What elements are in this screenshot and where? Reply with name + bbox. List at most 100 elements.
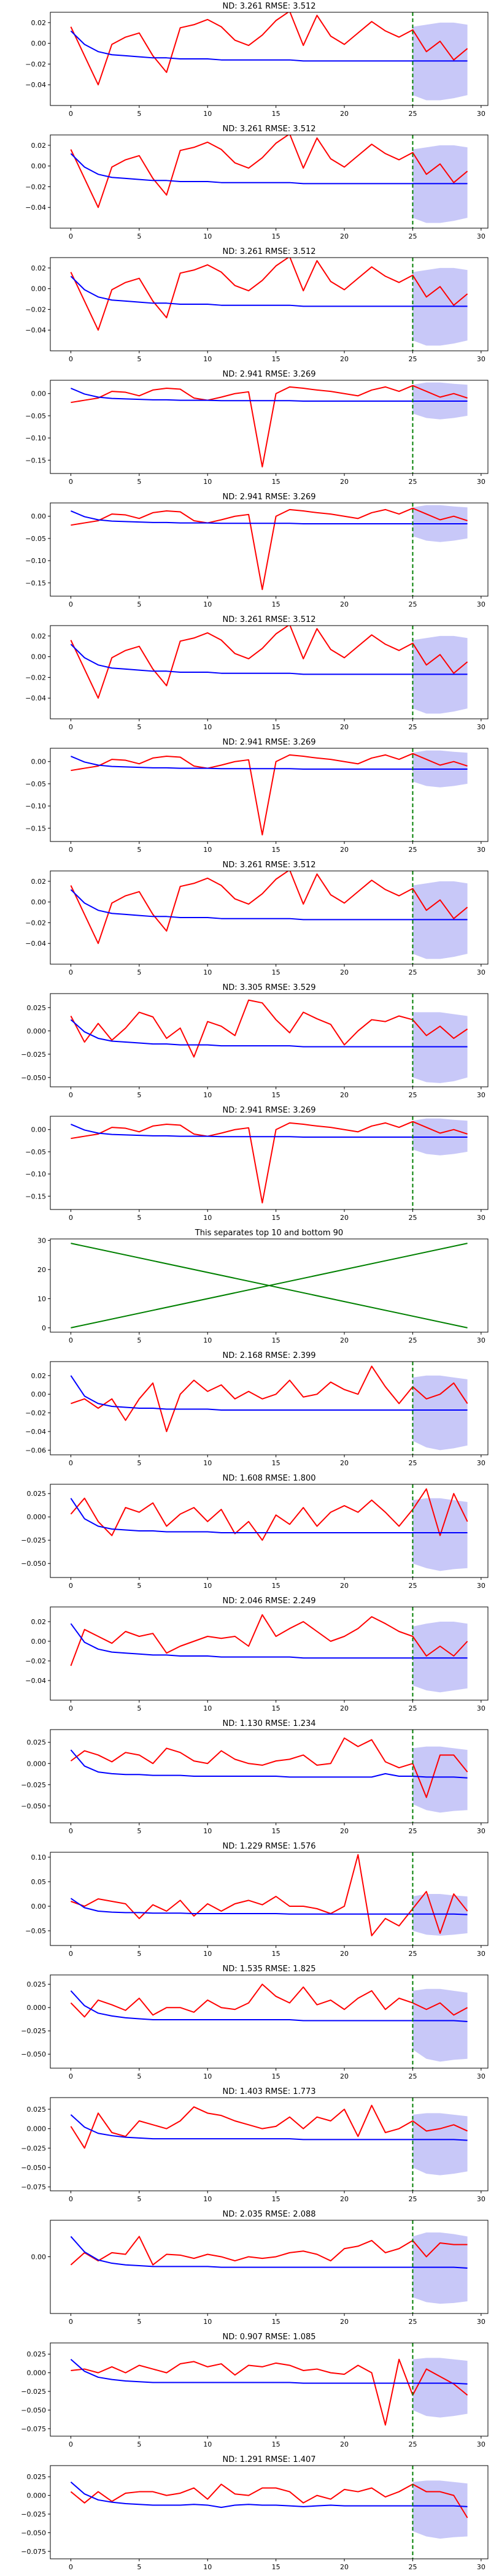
x-tick-label: 5: [137, 1582, 141, 1590]
y-tick-label: −0.05: [25, 780, 46, 788]
x-tick-label: 0: [69, 2318, 73, 2326]
y-tick-label: −0.050: [21, 2406, 46, 2414]
x-tick-label: 0: [69, 478, 73, 486]
x-tick-label: 10: [203, 1214, 212, 1222]
axes-frame: [50, 748, 489, 842]
x-tick-label: 5: [137, 846, 141, 854]
x-tick-label: 0: [69, 968, 73, 976]
x-tick-label: 30: [477, 723, 485, 731]
y-tick-label: 20: [37, 1266, 46, 1274]
chart-title: ND: 1.291 RMSE: 1.407: [222, 2455, 315, 2464]
x-tick-label: 0: [69, 1704, 73, 1712]
chart-title: ND: 2.941 RMSE: 3.269: [222, 1106, 315, 1115]
x-tick-label: 10: [203, 478, 212, 486]
x-tick-label: 5: [137, 232, 141, 240]
axes-frame: [50, 1729, 489, 1823]
x-tick-label: 25: [408, 600, 417, 608]
x-tick-label: 5: [137, 1091, 141, 1099]
x-tick-label: 20: [340, 355, 349, 363]
x-tick-label: 15: [272, 2440, 280, 2448]
chart-panel: ND: 1.291 RMSE: 1.407 0 5 10 15 20 25 30 0.025 0.…: [21, 2455, 489, 2571]
x-tick-label: 0: [69, 232, 73, 240]
x-tick-label: 30: [477, 110, 485, 118]
x-tick-label: 20: [340, 968, 349, 976]
plot-area: [71, 750, 468, 836]
x-tick-label: 20: [340, 1582, 349, 1590]
y-tick-label: −0.02: [25, 183, 46, 191]
x-tick-label: 15: [272, 846, 280, 854]
x-tick-label: 30: [477, 2440, 485, 2448]
chart-title: ND: 2.941 RMSE: 3.269: [222, 493, 315, 502]
chart-panel: ND: 1.229 RMSE: 1.576 0 5 10 15 20 25 30 0.10 0.0…: [25, 1842, 489, 1958]
y-tick-label: −0.04: [25, 694, 46, 702]
y-tick-label: −0.025: [21, 1051, 46, 1059]
x-tick-label: 15: [272, 1827, 280, 1835]
plot-area: [70, 2232, 468, 2304]
predicted-series-line: [70, 1375, 468, 1411]
x-tick-label: 30: [477, 846, 485, 854]
y-tick-label: 10: [37, 1295, 46, 1303]
y-tick-label: −0.10: [25, 802, 46, 810]
plot-area: [71, 1118, 468, 1204]
axes-frame: [50, 1361, 489, 1455]
predicted-series-line: [70, 1019, 468, 1048]
y-tick-label: −0.10: [25, 434, 46, 442]
y-tick-label: −0.04: [25, 1428, 46, 1436]
x-tick-label: 15: [272, 2318, 280, 2326]
x-tick-label: 5: [137, 600, 141, 608]
x-tick-label: 15: [272, 355, 280, 363]
x-tick-label: 10: [203, 355, 212, 363]
x-tick-label: 5: [137, 110, 141, 118]
actual-series-line: [70, 2104, 468, 2149]
predicted-series-line: [70, 30, 468, 62]
y-tick-label: 0.00: [31, 899, 47, 907]
confidence-band: [412, 2113, 468, 2175]
plot-area: [71, 382, 468, 468]
x-tick-label: 20: [340, 478, 349, 486]
x-tick-label: 15: [272, 2563, 280, 2571]
axes-frame: [50, 625, 489, 719]
x-tick-label: 15: [272, 968, 280, 976]
chart-title: ND: 3.261 RMSE: 3.512: [222, 861, 315, 870]
x-tick-label: 10: [203, 2318, 212, 2326]
x-tick-label: 0: [69, 1582, 73, 1590]
actual-series-line: [70, 1488, 468, 1541]
y-tick-label: −0.050: [21, 2164, 46, 2172]
x-tick-label: 25: [408, 1582, 417, 1590]
x-tick-label: 30: [477, 1827, 485, 1835]
x-tick-label: 10: [203, 1091, 212, 1099]
x-tick-label: 0: [69, 355, 73, 363]
y-tick-label: −0.10: [25, 1170, 46, 1178]
x-tick-label: 20: [340, 2072, 349, 2080]
x-tick-label: 30: [477, 2072, 485, 2080]
x-tick-label: 20: [340, 846, 349, 854]
y-tick-label: 0.025: [27, 2350, 47, 2358]
x-tick-label: 25: [408, 1214, 417, 1222]
actual-series-line: [70, 1614, 468, 1666]
x-tick-label: 15: [272, 1704, 280, 1712]
y-tick-label: 0.000: [27, 2004, 47, 2012]
predicted-series-line: [70, 1498, 468, 1534]
x-tick-label: 30: [477, 232, 485, 240]
x-tick-label: 25: [408, 232, 417, 240]
y-tick-label: 0.10: [31, 1853, 47, 1861]
predicted-series-line: [70, 1898, 468, 1915]
x-tick-label: 5: [137, 1827, 141, 1835]
x-tick-label: 5: [137, 2563, 141, 2571]
x-tick-label: 5: [137, 1950, 141, 1958]
x-tick-label: 10: [203, 2195, 212, 2203]
y-tick-label: 0.000: [27, 2125, 47, 2133]
y-tick-label: 0.00: [31, 390, 47, 398]
x-tick-label: 5: [137, 723, 141, 731]
predicted-series-line: [70, 643, 468, 675]
y-tick-label: −0.04: [25, 204, 46, 212]
actual-series-line: [70, 12, 468, 86]
y-tick-label: −0.02: [25, 919, 46, 927]
axes-frame: [50, 2097, 489, 2191]
x-tick-label: 25: [408, 968, 417, 976]
x-tick-label: 5: [137, 1704, 141, 1712]
x-tick-label: 20: [340, 2318, 349, 2326]
x-tick-label: 25: [408, 1336, 417, 1344]
axes-frame: [50, 1974, 489, 2069]
x-tick-label: 15: [272, 1459, 280, 1467]
